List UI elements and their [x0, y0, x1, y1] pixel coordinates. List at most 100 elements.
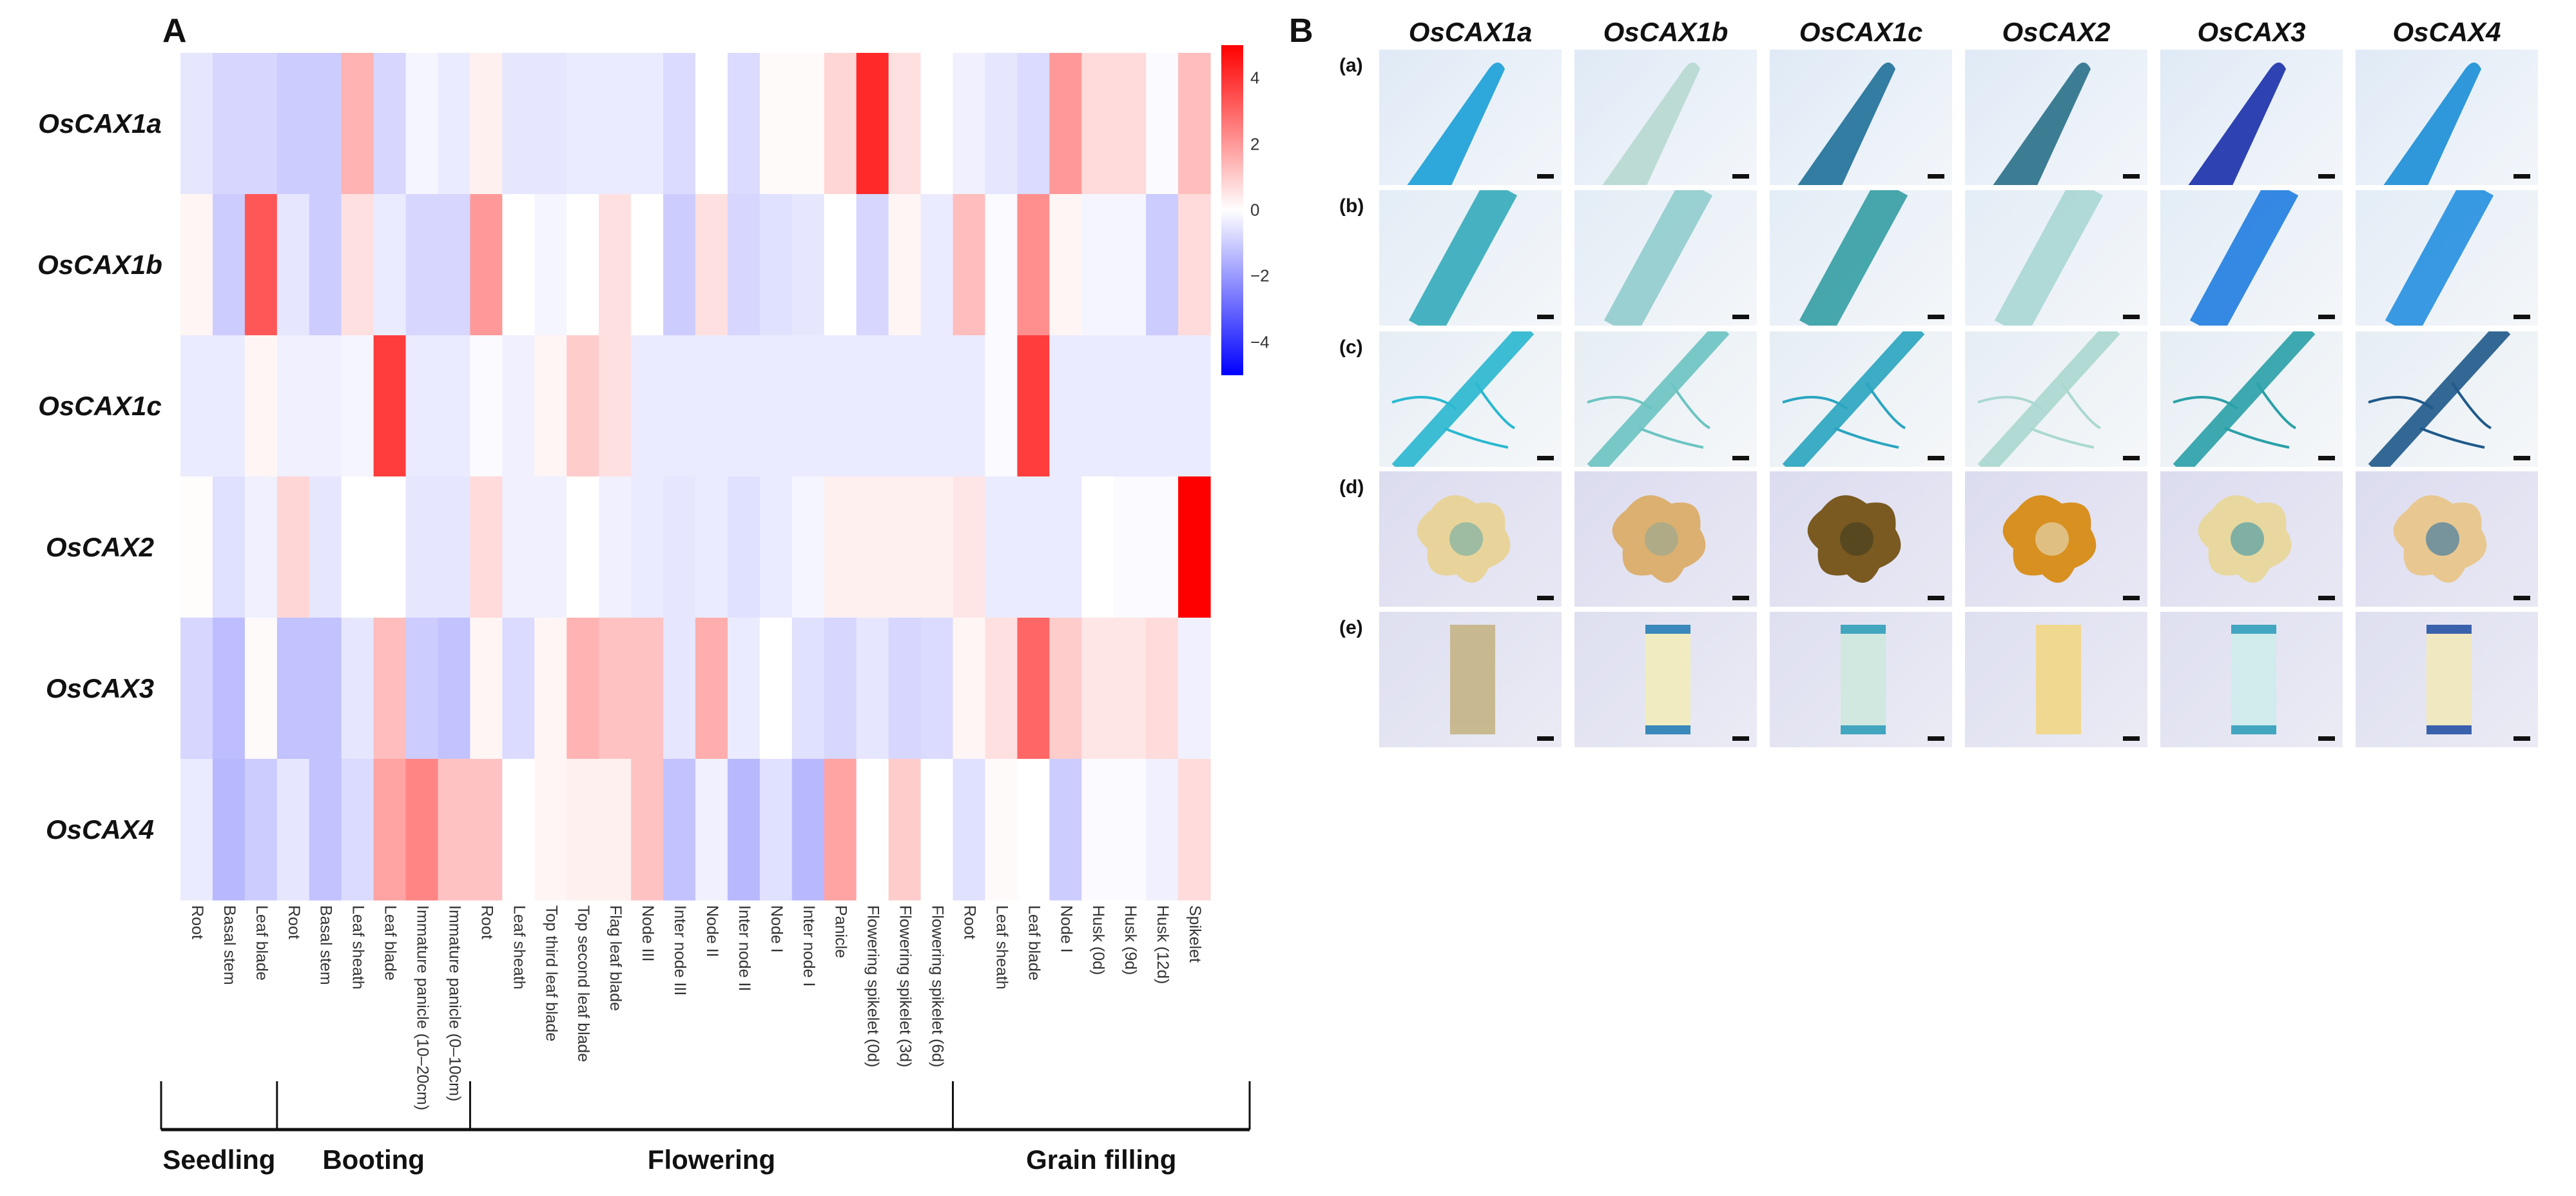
- heatmap-column-label: Inter node III: [671, 905, 690, 996]
- stained-core-shape: [2231, 522, 2264, 556]
- heatmap-cell: [373, 759, 407, 901]
- heatmap-cell: [599, 194, 632, 336]
- heatmap-cell: [759, 194, 793, 336]
- scale-bar: [2513, 596, 2530, 600]
- heatmap-cell: [920, 759, 954, 901]
- heatmap-cell: [1081, 759, 1114, 901]
- heatmap-cell: [1178, 618, 1211, 760]
- root-segment-shape: [2385, 190, 2494, 326]
- heatmap-cell: [791, 618, 825, 760]
- heatmap-cell: [180, 759, 213, 901]
- heatmap-cell: [1049, 618, 1082, 760]
- heatmap-cell: [212, 194, 246, 336]
- gus-stain-photo: [2160, 612, 2343, 747]
- lateral-root-branches-shape: [1782, 382, 1906, 449]
- heatmap-cell: [599, 618, 632, 760]
- leaf-section-shape: [2036, 625, 2081, 734]
- scale-bar: [1928, 596, 1944, 600]
- heatmap-column-label: Node I: [767, 905, 786, 953]
- heatmap-cell: [759, 618, 793, 760]
- heatmap-column-label: Node III: [639, 905, 657, 962]
- heatmap-cell: [856, 476, 889, 618]
- heatmap-cell: [791, 53, 825, 195]
- heatmap-cell: [1049, 53, 1082, 195]
- heatmap-cell: [759, 53, 793, 195]
- stained-core-shape: [1840, 522, 1874, 556]
- gene-column-header: OsCAX1c: [1799, 17, 1923, 47]
- gus-stain-photo: [1770, 50, 1952, 185]
- heatmap-cell: [567, 759, 599, 901]
- heatmap-column-label: Flowering spikelet (6d): [928, 905, 947, 1068]
- heatmap-cell: [1114, 476, 1147, 618]
- stained-band-bottom: [1450, 725, 1495, 734]
- heatmap-cell: [599, 759, 632, 901]
- lateral-root-branches-shape: [1587, 382, 1710, 449]
- heatmap-column-label: Leaf sheath: [510, 905, 528, 990]
- heatmap-cell: [663, 194, 696, 336]
- heatmap-cell: [1146, 194, 1179, 336]
- heatmap-cell: [212, 618, 246, 760]
- heatmap-cell: [953, 618, 986, 760]
- heatmap-cell: [920, 618, 954, 760]
- heatmap-cell: [534, 476, 567, 618]
- colorbar-tick-label: 4: [1250, 68, 1260, 88]
- scale-bar: [1732, 736, 1749, 741]
- scale-bar: [1928, 736, 1944, 741]
- heatmap-cell: [309, 759, 342, 901]
- heatmap-cell: [373, 476, 407, 618]
- heatmap-cell: [727, 335, 760, 477]
- tissue-row-label: (a): [1339, 55, 1363, 76]
- heatmap-cell: [953, 194, 986, 336]
- heatmap-cell: [953, 759, 986, 901]
- heatmap-column-label: Leaf sheath: [993, 905, 1011, 990]
- scale-bar: [2513, 174, 2530, 179]
- heatmap-column-label: Root: [478, 905, 496, 939]
- heatmap-cell: [309, 618, 342, 760]
- heatmap-cell: [1017, 759, 1050, 901]
- heatmap-cell: [1081, 335, 1114, 477]
- heatmap-cell: [212, 476, 246, 618]
- gene-column-header: OsCAX1b: [1603, 17, 1729, 47]
- root-segment-shape: [1799, 190, 1908, 326]
- heatmap-cell: [1146, 476, 1179, 618]
- heatmap-cell: [824, 194, 857, 336]
- leaf-section-shape: [2231, 625, 2276, 734]
- heatmap-cell: [373, 618, 407, 760]
- heatmap-cell: [663, 335, 696, 477]
- heatmap-column-label: Husk (9d): [1121, 905, 1140, 975]
- heatmap-cell: [309, 194, 342, 336]
- stained-tissue-drawing: [2002, 495, 2097, 583]
- stage-label: Grain filling: [1026, 1144, 1177, 1175]
- stained-tissue-drawing: [1797, 63, 1895, 185]
- stained-core-shape: [2035, 522, 2069, 556]
- heatmap-cell: [599, 476, 632, 618]
- heatmap-cell: [1049, 759, 1082, 901]
- heatmap-cell: [276, 335, 310, 477]
- stained-tissue-drawing: [1782, 331, 1925, 467]
- heatmap-cell: [631, 53, 664, 195]
- gus-stain-photo: [2356, 50, 2538, 185]
- heatmap-cell: [567, 53, 599, 195]
- stained-tissue-drawing: [2368, 331, 2511, 467]
- heatmap-cell: [567, 194, 599, 336]
- heatmap-column-label: Top second leaf blade: [574, 905, 593, 1063]
- heatmap-cell: [405, 476, 439, 618]
- heatmap-cell: [1178, 53, 1211, 195]
- heatmap-cell: [341, 476, 374, 618]
- root-tip-shape: [1993, 63, 2091, 185]
- heatmap-cell: [1178, 335, 1211, 477]
- heatmap-column-label: Basal stem: [220, 905, 238, 985]
- lateral-root-main-shape: [2173, 331, 2316, 467]
- heatmap-cell: [1114, 335, 1147, 477]
- heatmap-cell: [276, 53, 310, 195]
- heatmap-cell: [502, 759, 535, 901]
- stage-label: Seedling: [162, 1144, 276, 1175]
- heatmap-cell: [1081, 618, 1114, 760]
- heatmap-cell: [567, 335, 599, 477]
- heatmap-cell: [244, 759, 278, 901]
- root-tip-shape: [2188, 63, 2286, 185]
- scale-bar: [2123, 736, 2140, 741]
- lateral-root-branches-shape: [2173, 382, 2296, 449]
- stained-tissue-drawing: [2231, 625, 2276, 734]
- stage-label: Booting: [322, 1144, 425, 1175]
